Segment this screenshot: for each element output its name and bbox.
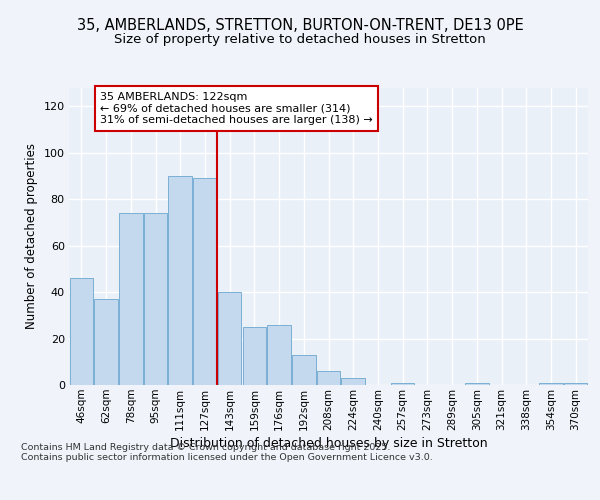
Text: Size of property relative to detached houses in Stretton: Size of property relative to detached ho… <box>114 32 486 46</box>
Bar <box>341 378 365 385</box>
Bar <box>94 299 118 385</box>
Text: Contains HM Land Registry data © Crown copyright and database right 2025.
Contai: Contains HM Land Registry data © Crown c… <box>21 442 433 462</box>
X-axis label: Distribution of detached houses by size in Stretton: Distribution of detached houses by size … <box>170 437 487 450</box>
Bar <box>70 278 93 385</box>
Bar <box>268 324 291 385</box>
Bar <box>564 382 587 385</box>
Bar <box>465 382 488 385</box>
Text: 35 AMBERLANDS: 122sqm
← 69% of detached houses are smaller (314)
31% of semi-det: 35 AMBERLANDS: 122sqm ← 69% of detached … <box>100 92 373 125</box>
Bar <box>218 292 241 385</box>
Bar <box>539 382 563 385</box>
Bar <box>391 382 415 385</box>
Bar <box>242 327 266 385</box>
Bar <box>292 355 316 385</box>
Bar <box>169 176 192 385</box>
Text: 35, AMBERLANDS, STRETTON, BURTON-ON-TRENT, DE13 0PE: 35, AMBERLANDS, STRETTON, BURTON-ON-TREN… <box>77 18 523 32</box>
Bar <box>144 213 167 385</box>
Bar <box>317 371 340 385</box>
Y-axis label: Number of detached properties: Number of detached properties <box>25 143 38 329</box>
Bar <box>193 178 217 385</box>
Bar <box>119 213 143 385</box>
